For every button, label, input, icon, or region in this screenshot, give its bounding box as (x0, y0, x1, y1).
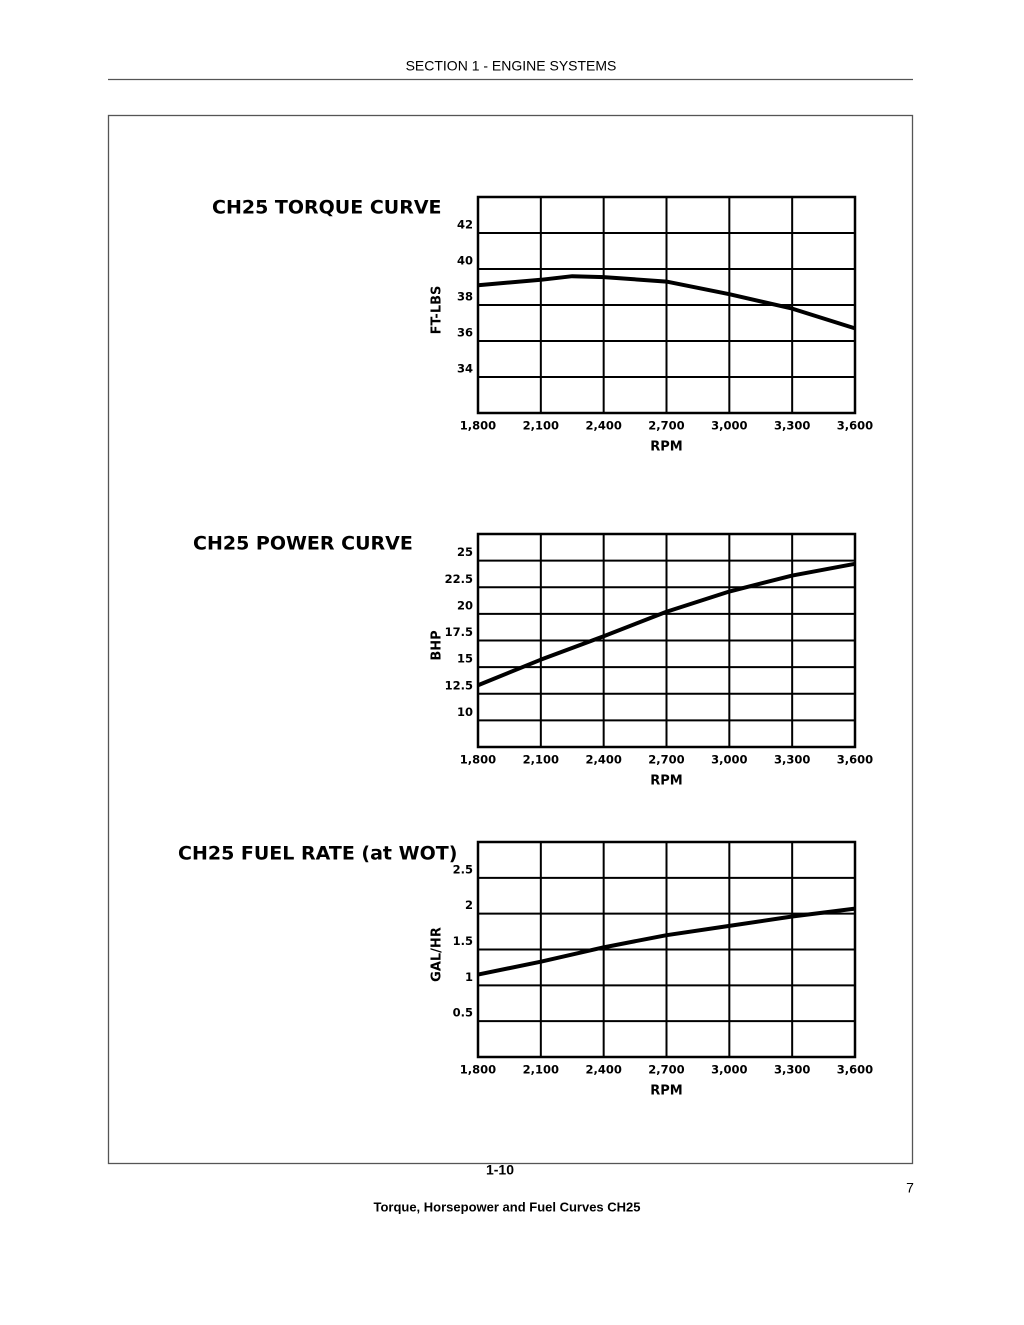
y-tick-label: 40 (457, 254, 473, 268)
x-tick-label: 2,700 (648, 753, 684, 767)
chart-title: CH25 POWER CURVE (193, 533, 413, 555)
x-axis-label: RPM (650, 1084, 682, 1099)
x-tick-label: 1,800 (460, 1063, 496, 1077)
y-tick-label: 25 (457, 545, 473, 559)
y-tick-label: 2 (465, 898, 473, 912)
x-tick-label: 2,700 (648, 1063, 684, 1077)
figure-caption: Torque, Horsepower and Fuel Curves CH25 (373, 1199, 640, 1214)
x-tick-label: 3,000 (711, 753, 747, 767)
y-tick-label: 36 (457, 326, 473, 340)
y-tick-label: 1 (465, 970, 473, 984)
x-tick-label: 3,300 (774, 419, 810, 433)
y-tick-label: 20 (457, 598, 473, 612)
x-tick-label: 2,100 (523, 419, 559, 433)
x-tick-label: 3,600 (837, 1063, 873, 1077)
data-line (477, 274, 856, 331)
figure-frame (107, 114, 914, 1165)
x-tick-label: 1,800 (460, 753, 496, 767)
figure-number: 7 (906, 1180, 914, 1196)
x-axis-label: RPM (650, 774, 682, 789)
y-tick-label: 1.5 (453, 934, 473, 948)
x-tick-label: 3,600 (837, 753, 873, 767)
x-tick-label: 2,400 (585, 1063, 621, 1077)
y-axis-label: GAL/HR (430, 927, 445, 982)
y-axis-label: BHP (430, 630, 445, 660)
y-axis-label: FT-LBS (430, 286, 445, 335)
y-tick-label: 15 (457, 652, 473, 666)
x-tick-label: 3,000 (711, 1063, 747, 1077)
data-line (477, 561, 856, 688)
x-tick-label: 2,400 (585, 419, 621, 433)
data-line (477, 906, 856, 977)
y-tick-label: 38 (457, 290, 473, 304)
x-tick-label: 3,300 (774, 753, 810, 767)
x-tick-label: 3,600 (837, 419, 873, 433)
x-tick-label: 2,700 (648, 419, 684, 433)
y-tick-label: 42 (457, 218, 473, 232)
x-tick-label: 1,800 (460, 419, 496, 433)
y-tick-label: 2.5 (453, 862, 473, 876)
page-number: 1-10 (486, 1162, 514, 1178)
chart-title: CH25 TORQUE CURVE (212, 197, 442, 219)
y-tick-label: 17.5 (445, 625, 473, 639)
y-tick-label: 34 (457, 362, 473, 376)
chart-title: CH25 FUEL RATE (at WOT) (178, 843, 457, 865)
y-tick-label: 22.5 (445, 572, 473, 586)
x-axis-label: RPM (650, 440, 682, 455)
x-tick-label: 3,000 (711, 419, 747, 433)
x-tick-label: 2,100 (523, 753, 559, 767)
y-tick-label: 10 (457, 705, 473, 719)
x-tick-label: 3,300 (774, 1063, 810, 1077)
y-tick-label: 12.5 (445, 678, 473, 692)
y-tick-label: 0.5 (453, 1006, 473, 1020)
section-header: SECTION 1 - ENGINE SYSTEMS (406, 58, 617, 74)
x-tick-label: 2,400 (585, 753, 621, 767)
x-tick-label: 2,100 (523, 1063, 559, 1077)
